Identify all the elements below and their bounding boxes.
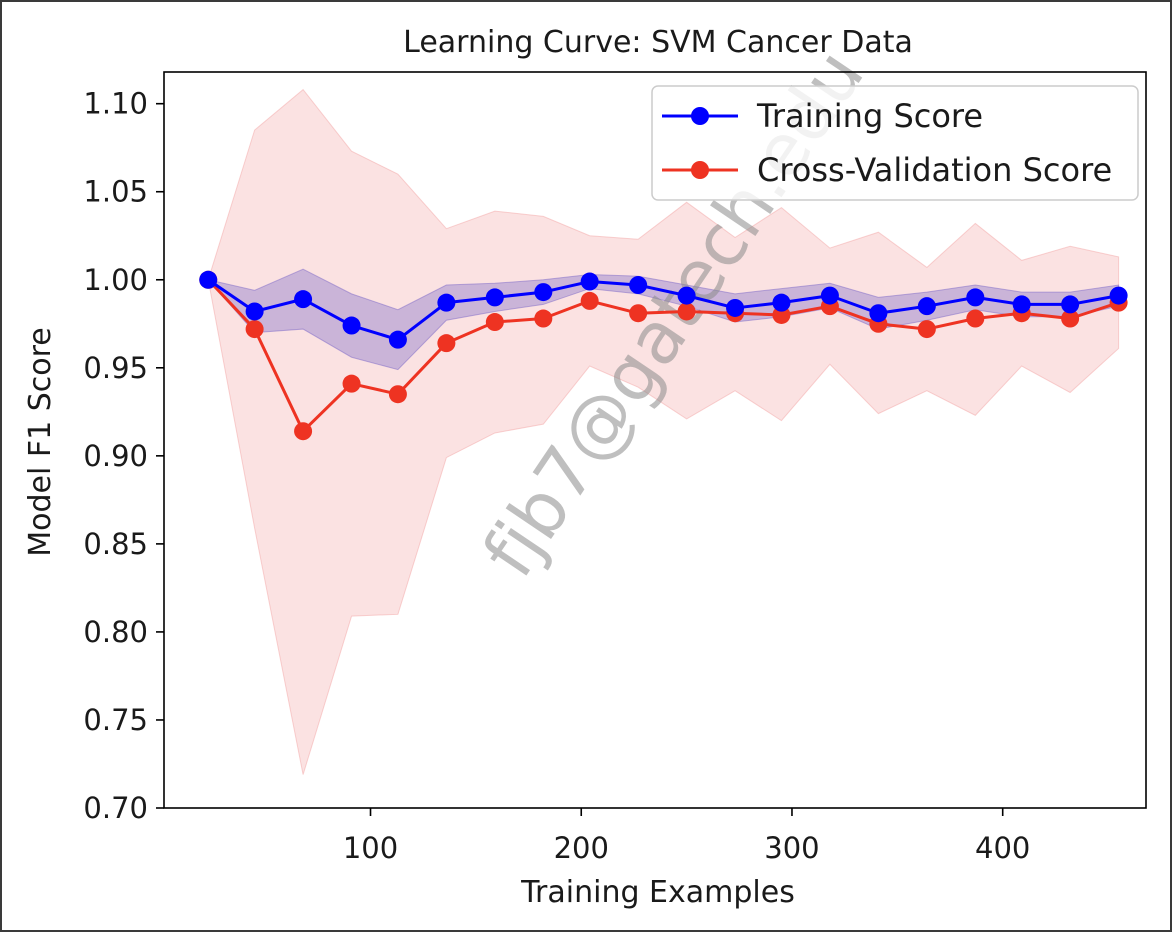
cross-validation-score-point	[629, 304, 648, 323]
training-score-point	[1061, 295, 1080, 314]
training-score-point	[869, 304, 888, 323]
cross-validation-score-point	[534, 309, 553, 328]
legend-cv-label: Cross-Validation Score	[757, 151, 1112, 189]
legend-training-label: Training Score	[756, 97, 983, 135]
x-tick-label: 400	[975, 831, 1030, 865]
training-score-point	[629, 276, 648, 295]
training-score-point	[580, 272, 599, 291]
y-tick-label: 0.80	[83, 615, 148, 649]
training-score-point	[245, 302, 264, 321]
plot-frame	[163, 71, 1147, 809]
legend-entry-training: Training Score	[662, 97, 983, 135]
x-axis-title: Training Examples	[520, 875, 795, 910]
training-score-point	[820, 286, 839, 305]
axes: 100 200 300 400 0.70 0.75 0.80 0.85 0.90 0.95 1.0…	[83, 71, 1147, 865]
training-score-point	[199, 270, 218, 289]
training-score-point	[485, 288, 504, 307]
cross-validation-score-point	[388, 385, 407, 404]
training-score-point	[772, 293, 791, 312]
training-score-point	[342, 316, 361, 335]
x-axis-ticks: 100 200 300 400	[343, 808, 1030, 865]
training-score-point	[917, 297, 936, 316]
y-tick-label: 0.85	[83, 527, 148, 561]
legend: Training Score Cross-Validation Score	[651, 85, 1139, 201]
cross-validation-score-point	[966, 309, 985, 328]
training-score-point	[726, 298, 745, 317]
cross-validation-score-point	[342, 374, 361, 393]
chart-title: Learning Curve: SVM Cancer Data	[403, 25, 913, 60]
legend-entry-cross-validation: Cross-Validation Score	[662, 151, 1112, 189]
cross-validation-score-point	[772, 305, 791, 324]
y-tick-label: 0.95	[83, 351, 148, 385]
y-tick-label: 1.00	[83, 263, 148, 297]
y-tick-label: 0.90	[83, 439, 148, 473]
training-score-point	[294, 290, 313, 309]
cross-validation-score-point	[1061, 309, 1080, 328]
training-score-point	[437, 293, 456, 312]
training-score-point	[1012, 295, 1031, 314]
legend-cv-marker	[691, 161, 709, 179]
x-tick-label: 200	[554, 831, 609, 865]
cross-validation-score-point	[917, 320, 936, 339]
y-tick-label: 1.05	[83, 175, 148, 209]
x-tick-label: 100	[343, 831, 398, 865]
cross-validation-score-point	[580, 291, 599, 310]
cross-validation-score-point	[677, 302, 696, 321]
y-axis-ticks: 0.70 0.75 0.80 0.85 0.90 0.95 1.00 1.05 1.10	[83, 87, 164, 825]
cross-validation-score-point	[245, 320, 264, 339]
cross-validation-score-point	[294, 422, 313, 441]
training-score-point	[1109, 286, 1128, 305]
y-axis-title: Model F1 Score	[23, 327, 58, 557]
training-score-point	[677, 286, 696, 305]
cross-validation-score-point	[437, 334, 456, 353]
training-score-point	[388, 330, 407, 349]
y-tick-label: 1.10	[83, 87, 148, 121]
cross-validation-score-point	[485, 313, 504, 332]
legend-box	[651, 85, 1139, 201]
y-tick-label: 0.75	[83, 703, 148, 737]
training-score-point	[534, 283, 553, 302]
series-lines	[199, 270, 1128, 441]
x-tick-label: 300	[764, 831, 819, 865]
training-score-point	[966, 288, 985, 307]
y-tick-label: 0.70	[83, 791, 148, 825]
legend-training-marker	[691, 107, 709, 125]
training-score-series	[199, 270, 1128, 349]
